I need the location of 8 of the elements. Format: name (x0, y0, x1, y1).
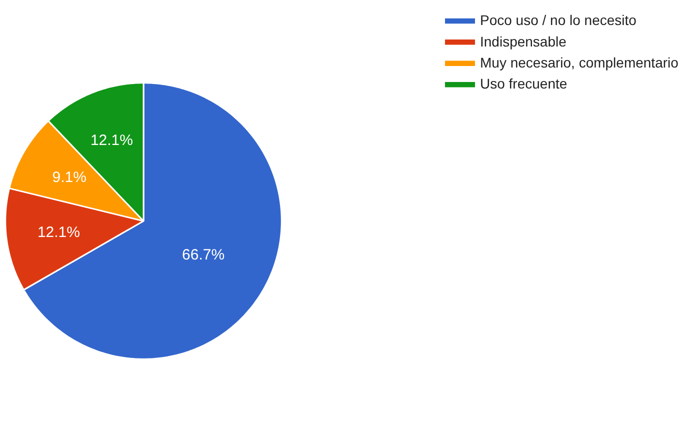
legend-label: Uso frecuente (480, 76, 568, 92)
legend-label: Muy necesario, complementario (480, 54, 679, 70)
legend-label: Poco uso / no lo necesito (480, 12, 637, 28)
data-label: 9.1% (52, 168, 86, 186)
data-label: 66.7% (182, 246, 225, 264)
data-label: 12.1% (37, 224, 80, 241)
legend-label: Indispensable (480, 33, 567, 50)
data-label: 12.1% (90, 132, 134, 150)
